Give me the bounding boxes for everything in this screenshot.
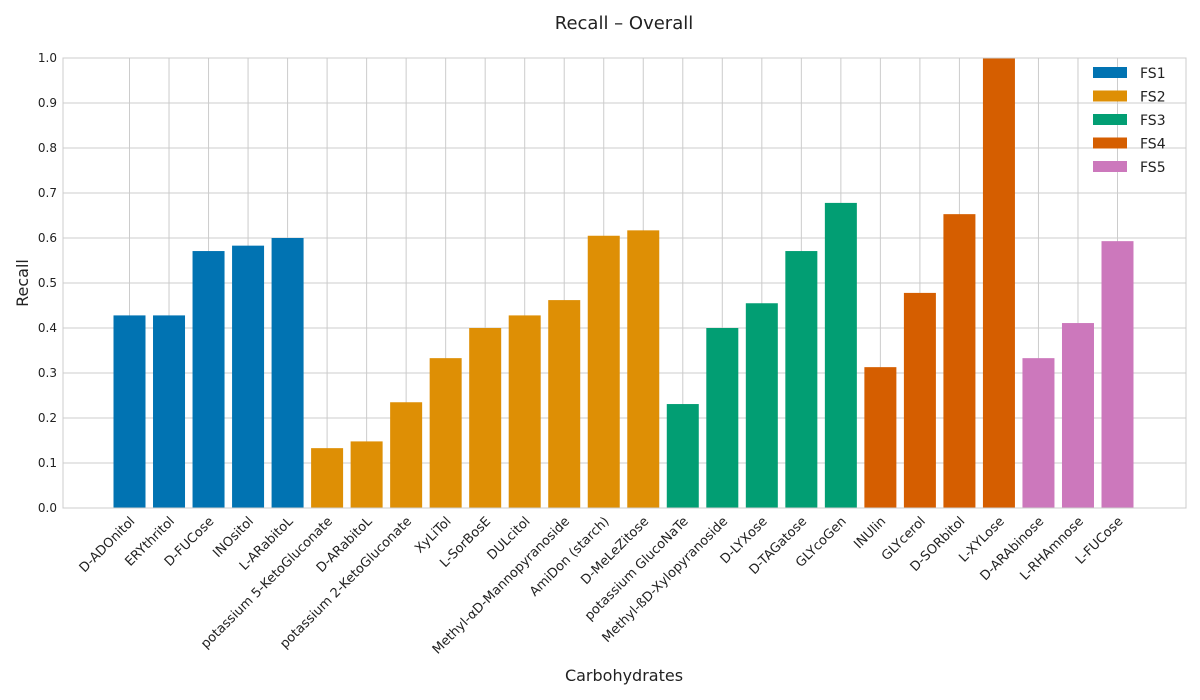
y-tick-label: 0.0 [38, 501, 57, 515]
legend: FS1 FS2 FS3 FS4 FS5 [1093, 66, 1166, 176]
bar-fs4-21 [943, 214, 976, 508]
bar-fs2-13 [627, 230, 660, 508]
legend-swatch-fs1 [1093, 67, 1127, 78]
legend-swatch-fs4 [1093, 137, 1127, 149]
legend-label-fs5: FS5 [1140, 160, 1166, 176]
plot-frame [62, 57, 1187, 509]
bars [113, 58, 1134, 509]
bar-fs1-2 [192, 251, 225, 509]
legend-swatch-fs5 [1093, 161, 1127, 172]
y-tick-label: 0.5 [38, 276, 57, 290]
bar-fs2-8 [429, 358, 462, 508]
bar-fs2-9 [469, 328, 502, 508]
bar-fs2-6 [350, 441, 383, 508]
y-tick-label: 0.7 [38, 186, 57, 200]
bar-fs5-24 [1061, 323, 1094, 508]
bar-fs4-19 [864, 367, 897, 508]
y-tick-label: 1.0 [38, 51, 57, 65]
y-tick-label: 0.2 [38, 411, 57, 425]
bar-fs3-16 [745, 303, 778, 508]
y-axis-ticks: 0.0 0.1 0.2 0.3 0.4 0.5 0.6 0.7 0.8 0.9 1.0 [38, 51, 57, 515]
bar-fs1-4 [271, 238, 304, 508]
x-tick-label: INUlin [851, 514, 889, 552]
bar-fs4-22 [982, 58, 1015, 508]
y-tick-label: 0.3 [38, 366, 57, 380]
y-tick-label: 0.6 [38, 231, 57, 245]
bar-fs5-25 [1101, 241, 1134, 508]
y-tick-label: 0.1 [38, 456, 57, 470]
bar-fs1-3 [232, 245, 265, 508]
bar-fs2-7 [390, 402, 423, 508]
x-axis-ticks: D-ADOnitolERYthritolD-FUCoseINOsitolL-AR… [77, 514, 1127, 658]
grid [63, 57, 1186, 509]
bar-fs2-11 [548, 300, 581, 508]
bar-fs3-15 [706, 328, 739, 508]
x-axis-label: Carbohydrates [565, 666, 683, 685]
bar-fs5-23 [1022, 358, 1055, 508]
bar-fs4-20 [903, 292, 936, 508]
bar-fs1-0 [113, 315, 146, 508]
legend-label-fs3: FS3 [1140, 113, 1166, 129]
y-tick-label: 0.4 [38, 321, 57, 335]
legend-label-fs4: FS4 [1140, 137, 1166, 153]
chart-title: Recall – Overall [555, 13, 693, 34]
bar-fs3-14 [666, 404, 699, 508]
x-tick-label: D-MeLeZitose [578, 514, 652, 588]
bar-fs3-18 [824, 202, 857, 508]
legend-label-fs1: FS1 [1140, 66, 1166, 82]
y-axis-label: Recall [13, 259, 32, 307]
bar-fs2-12 [587, 235, 620, 508]
bar-fs3-17 [785, 251, 818, 509]
y-tick-label: 0.8 [38, 141, 57, 155]
legend-swatch-fs2 [1093, 90, 1127, 102]
legend-label-fs2: FS2 [1140, 90, 1166, 106]
bar-fs2-10 [508, 315, 541, 508]
bar-fs2-5 [311, 448, 344, 508]
legend-swatch-fs3 [1093, 114, 1127, 125]
bar-fs1-1 [153, 315, 186, 508]
y-tick-label: 0.9 [38, 96, 57, 110]
